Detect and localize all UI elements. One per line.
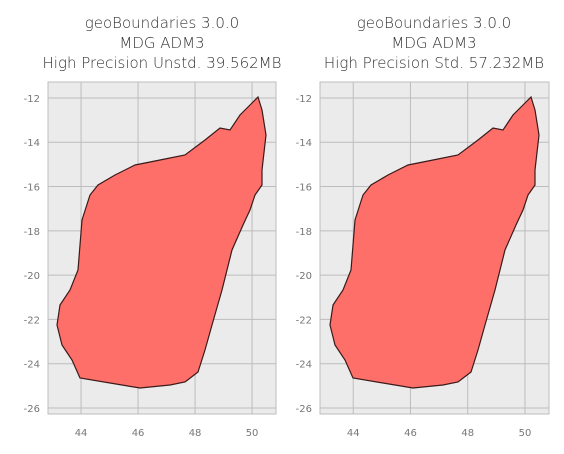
y-tick-label: -22 <box>296 315 312 326</box>
y-tick-label: -18 <box>24 227 40 238</box>
x-tick-label: 50 <box>519 428 532 439</box>
y-tick-label: -14 <box>24 138 40 149</box>
chart-title: geoBoundaries 3.0.0 <box>357 14 511 32</box>
x-tick-label: 46 <box>404 428 417 439</box>
labels: geoBoundaries 3.0.0 MDG ADM3 High Precisio… <box>24 14 282 439</box>
y-tick-label: -24 <box>296 360 312 371</box>
x-tick-label: 44 <box>347 428 360 439</box>
y-tick-label: -26 <box>24 404 40 415</box>
x-tick-label: 48 <box>189 428 202 439</box>
chart-title: MDG ADM3 <box>391 34 476 52</box>
chart-title: High Precision Unstd. 39.562MB <box>43 54 282 72</box>
y-tick-label: -16 <box>296 183 312 194</box>
y-tick-label: -12 <box>24 94 40 105</box>
y-tick-label: -14 <box>296 138 312 149</box>
y-tick-label: -20 <box>296 271 312 282</box>
panel: geoBoundaries 3.0.0 MDG ADM3 High Precisio… <box>296 14 550 439</box>
y-tick-label: -12 <box>296 94 312 105</box>
y-tick-label: -26 <box>296 404 312 415</box>
y-tick-label: -22 <box>24 315 40 326</box>
x-tick-label: 50 <box>246 428 259 439</box>
y-tick-label: -18 <box>296 227 312 238</box>
y-tick-label: -20 <box>24 271 40 282</box>
x-tick-label: 48 <box>461 428 474 439</box>
labels: geoBoundaries 3.0.0 MDG ADM3 High Precisio… <box>296 14 544 439</box>
y-tick-label: -16 <box>24 183 40 194</box>
chart-title: MDG ADM3 <box>119 34 204 52</box>
x-tick-label: 46 <box>132 428 145 439</box>
chart-title: geoBoundaries 3.0.0 <box>85 14 239 32</box>
y-tick-label: -24 <box>24 360 40 371</box>
x-tick-label: 44 <box>75 428 88 439</box>
chart-title: High Precision Std. 57.232MB <box>324 54 544 72</box>
panel: geoBoundaries 3.0.0 MDG ADM3 High Precisio… <box>24 14 282 439</box>
